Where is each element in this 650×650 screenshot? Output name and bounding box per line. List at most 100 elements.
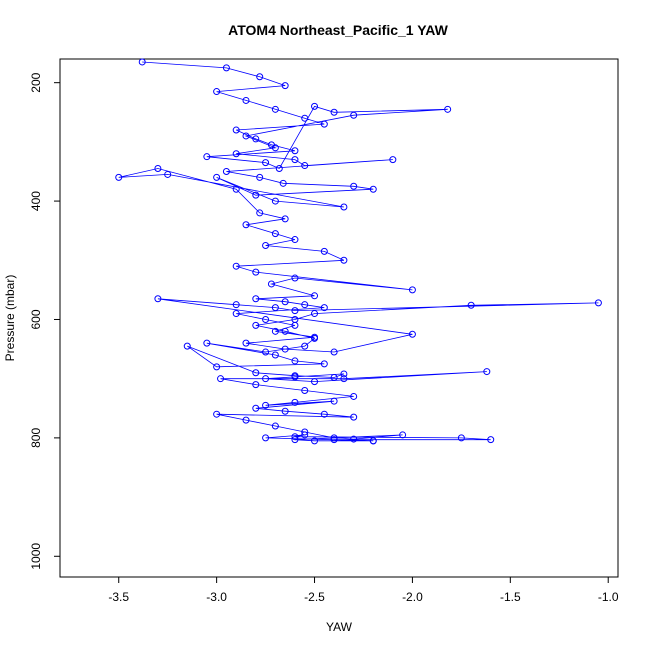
data-point (408, 330, 416, 338)
data-point (340, 203, 348, 211)
data-point (242, 221, 250, 229)
data-point (350, 435, 358, 443)
data-point (271, 351, 279, 359)
data-point (164, 170, 172, 178)
data-point (399, 431, 407, 439)
data-point (311, 378, 319, 386)
data-point (262, 375, 270, 383)
x-tick-label: -3.0 (206, 590, 227, 604)
data-point (291, 236, 299, 244)
data-point (281, 298, 289, 306)
data-point (389, 156, 397, 164)
data-point (330, 436, 338, 444)
data-point (301, 162, 309, 170)
data-point (203, 339, 211, 347)
data-point (213, 410, 221, 418)
data-point (291, 147, 299, 155)
data-point (350, 413, 358, 421)
data-point (242, 132, 250, 140)
data-point (291, 433, 299, 441)
data-point (301, 431, 309, 439)
data-point (242, 416, 250, 424)
data-point (222, 167, 230, 175)
data-point (369, 437, 377, 445)
data-point (232, 185, 240, 193)
data-point (271, 422, 279, 430)
data-point (281, 327, 289, 335)
data-point (408, 286, 416, 294)
data-point (291, 436, 299, 444)
data-point (217, 375, 225, 383)
data-point (279, 179, 287, 187)
data-point (256, 209, 264, 217)
plot-area-frame (59, 58, 619, 578)
y-tick-label: 800 (29, 428, 43, 448)
data-point (291, 357, 299, 365)
data-point (487, 436, 495, 444)
x-tick-label: -1.0 (598, 590, 619, 604)
data-point (594, 299, 602, 307)
data-point (267, 280, 275, 288)
data-point (115, 173, 123, 181)
data-point (483, 368, 491, 376)
data-point (252, 268, 260, 276)
data-point (330, 108, 338, 116)
series-line (118, 61, 599, 442)
data-point (256, 173, 264, 181)
data-point (311, 437, 319, 445)
data-point (271, 327, 279, 335)
x-tick-label: -2.0 (402, 590, 423, 604)
data-point (291, 315, 299, 323)
x-tick-label: -3.5 (108, 590, 129, 604)
data-point (213, 363, 221, 371)
data-point (311, 334, 319, 342)
data-point (262, 348, 270, 356)
x-axis: -3.5 -3.0 -2.5 -2.0 -1.5 -1.0 (108, 577, 619, 604)
data-point (183, 342, 191, 350)
chart-title: ATOM4 Northeast_Pacific_1 YAW (228, 22, 448, 38)
data-point (311, 310, 319, 318)
data-point (154, 295, 162, 303)
y-tick-label: 1000 (29, 543, 43, 570)
data-point (340, 370, 348, 378)
data-point (340, 256, 348, 264)
data-point (271, 105, 279, 113)
data-point (369, 185, 377, 193)
data-point (252, 191, 260, 199)
data-point (232, 310, 240, 318)
data-point (291, 274, 299, 282)
x-tick-label: -1.5 (500, 590, 521, 604)
data-point (242, 339, 250, 347)
data-point (213, 88, 221, 96)
data-point (252, 381, 260, 389)
data-point (222, 64, 230, 72)
data-point (271, 197, 279, 205)
x-axis-label: YAW (326, 620, 353, 634)
data-point (252, 135, 260, 143)
data-point (252, 295, 260, 303)
data-point (330, 397, 338, 405)
data-point (262, 315, 270, 323)
y-tick-label: 200 (29, 72, 43, 92)
data-point (281, 407, 289, 415)
data-point (457, 434, 465, 442)
data-point (262, 159, 270, 167)
data-point (262, 434, 270, 442)
data-point (301, 428, 309, 436)
data-point (291, 307, 299, 315)
data-point (311, 102, 319, 110)
data-point (232, 126, 240, 134)
data-point (281, 82, 289, 90)
data-point (291, 156, 299, 164)
data-point (154, 165, 162, 173)
data-point (256, 73, 264, 81)
data-point (281, 215, 289, 223)
data-point (320, 304, 328, 312)
data-point (232, 150, 240, 158)
data-point (232, 301, 240, 309)
data-point (301, 342, 309, 350)
data-point (330, 373, 338, 381)
data-point (242, 96, 250, 104)
x-tick-label: -2.5 (304, 590, 325, 604)
